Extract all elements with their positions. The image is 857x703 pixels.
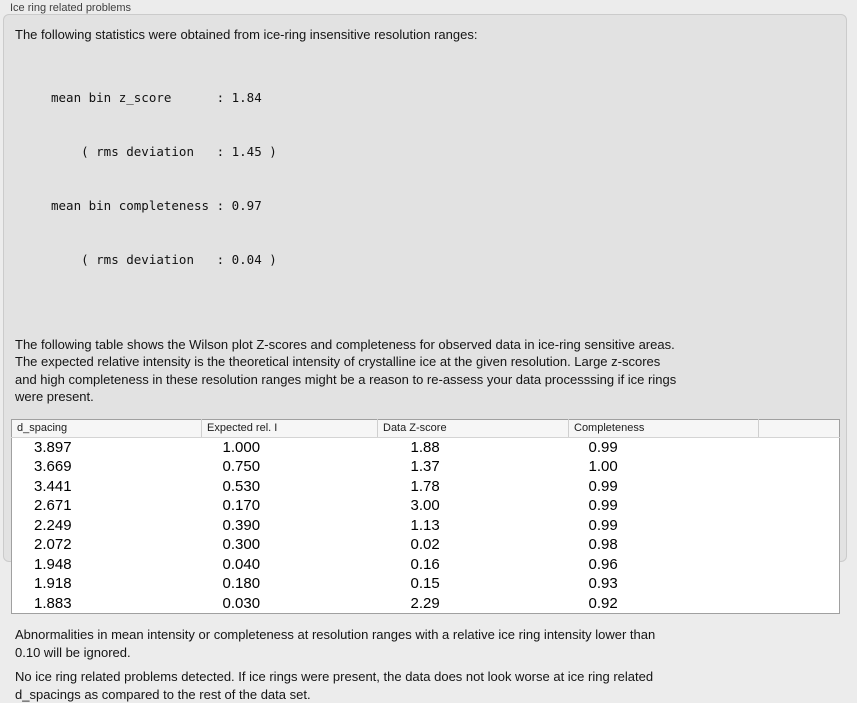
stat-line-z-rms-deviation: ( rms deviation : 1.45 ) [51,143,846,161]
table-cell: 1.13 [378,516,569,536]
table-cell: 0.030 [202,594,378,614]
table-cell: 0.040 [202,555,378,575]
table-cell: 0.96 [569,555,759,575]
column-header-data-z-score[interactable]: Data Z-score [378,419,569,437]
text-line: 0.10 will be ignored. [15,644,846,662]
table-cell: 0.99 [569,477,759,497]
table-cell: 0.99 [569,496,759,516]
text-line: were present. [15,388,846,406]
column-header-expected-rel-i[interactable]: Expected rel. I [202,419,378,437]
table-cell-spacer [759,457,840,477]
table-cell: 0.93 [569,574,759,594]
column-header-completeness[interactable]: Completeness [569,419,759,437]
table-cell-spacer [759,555,840,575]
table-cell-spacer [759,516,840,536]
table-cell: 3.00 [378,496,569,516]
table-cell: 0.530 [202,477,378,497]
text-line: No ice ring related problems detected. I… [15,668,846,686]
text-line: d_spacings as compared to the rest of th… [15,686,846,703]
table-cell: 1.88 [378,437,569,457]
table-cell: 0.16 [378,555,569,575]
table-cell: 2.29 [378,594,569,614]
table-cell: 1.78 [378,477,569,497]
table-cell: 2.249 [12,516,202,536]
table-cell: 0.15 [378,574,569,594]
text-line: and high completeness in these resolutio… [15,371,846,389]
table-cell: 0.02 [378,535,569,555]
table-cell-spacer [759,496,840,516]
table-cell: 2.072 [12,535,202,555]
table-cell-spacer [759,574,840,594]
table-cell: 1.883 [12,594,202,614]
table-cell: 1.918 [12,574,202,594]
table-cell: 0.99 [569,516,759,536]
stats-block: mean bin z_score : 1.84 ( rms deviation … [51,53,846,305]
text-line: The following table shows the Wilson plo… [15,336,846,354]
table-cell: 0.180 [202,574,378,594]
table-cell: 0.98 [569,535,759,555]
table-cell: 0.92 [569,594,759,614]
table-cell: 0.170 [202,496,378,516]
panel-caption: Ice ring related problems [10,2,131,14]
text-line: The expected relative intensity is the t… [15,353,846,371]
table-cell: 0.99 [569,437,759,457]
table-cell: 0.300 [202,535,378,555]
table-cell-spacer [759,437,840,457]
text-line: Abnormalities in mean intensity or compl… [15,626,846,644]
intro-text: The following statistics were obtained f… [15,26,846,44]
table-cell: 2.671 [12,496,202,516]
table-description: The following table shows the Wilson plo… [15,336,846,406]
table-cell: 0.750 [202,457,378,477]
stat-line-completeness-rms-deviation: ( rms deviation : 0.04 ) [51,251,846,269]
stat-line-mean-completeness: mean bin completeness : 0.97 [51,197,846,215]
table-cell: 1.000 [202,437,378,457]
table-cell-spacer [759,477,840,497]
table-cell: 3.441 [12,477,202,497]
ignore-note: Abnormalities in mean intensity or compl… [15,626,846,661]
ice-ring-groupbox: The following statistics were obtained f… [3,14,847,562]
table-cell-spacer [759,594,840,614]
conclusion-text: No ice ring related problems detected. I… [15,668,846,703]
table-cell: 1.37 [378,457,569,477]
table-cell: 0.390 [202,516,378,536]
column-header-d-spacing[interactable]: d_spacing [12,419,202,437]
table-cell: 3.669 [12,457,202,477]
column-header-spacer [759,419,840,437]
table-cell: 3.897 [12,437,202,457]
table-cell: 1.948 [12,555,202,575]
table-cell-spacer [759,535,840,555]
stat-line-mean-z-score: mean bin z_score : 1.84 [51,89,846,107]
table-cell: 1.00 [569,457,759,477]
